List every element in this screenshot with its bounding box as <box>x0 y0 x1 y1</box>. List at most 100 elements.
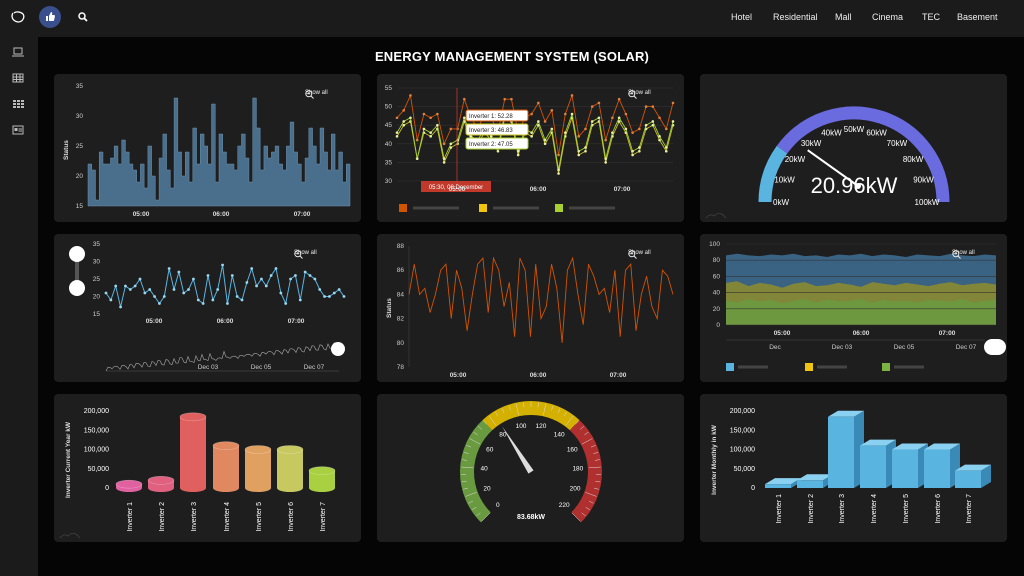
gauge-tick <box>537 402 539 408</box>
laptop-icon[interactable] <box>12 47 24 57</box>
gauge-tick-label: 80 <box>499 431 507 438</box>
x-category-label: Inverter 7 <box>320 502 327 532</box>
gauge-tick <box>595 481 601 483</box>
thumbs-up-icon <box>46 12 55 21</box>
y-tick-label: 25 <box>76 143 84 150</box>
speed-gauge: 0 20 40 60 80 100 120 140 160 180 200 220 83.68kW <box>460 401 602 523</box>
gauge-tick <box>565 415 574 426</box>
bar-3d-top <box>765 478 801 485</box>
zoom-out-icon <box>628 90 637 99</box>
data-point <box>429 116 432 120</box>
page-title: ENERGY MANAGEMENT SYSTEM (SOLAR) <box>374 49 650 64</box>
gauge-tick <box>575 420 579 425</box>
navigator-handle <box>331 342 345 356</box>
gauge-tick <box>588 466 601 469</box>
y-tick-label: 88 <box>397 243 405 250</box>
grid-icon[interactable] <box>12 99 24 109</box>
gauge-tick <box>473 431 478 436</box>
nav-tec[interactable]: TEC <box>922 12 940 22</box>
data-point <box>577 149 581 153</box>
data-point <box>395 116 399 120</box>
gauge-band-high <box>776 106 950 203</box>
stacked-area-series <box>726 299 996 325</box>
y-tick-label: 40 <box>713 290 721 297</box>
data-point <box>328 295 331 298</box>
data-point <box>323 295 326 298</box>
tooltip-box <box>465 123 529 136</box>
x-tick-label: Dec 05 <box>894 344 915 351</box>
nav-cinema[interactable]: Cinema <box>872 12 904 22</box>
y-tick-label: 45 <box>385 122 393 129</box>
data-point <box>436 123 439 127</box>
data-point <box>557 168 560 172</box>
data-point <box>644 123 648 127</box>
status-area-chart: Status 35 30 25 20 15 05:00 06:00 07:00 <box>63 83 351 218</box>
data-point <box>260 277 263 281</box>
nav-hotel[interactable]: Hotel <box>731 12 753 22</box>
data-point <box>415 138 419 142</box>
data-point <box>597 116 601 120</box>
status-series-line <box>408 256 674 343</box>
nav-residential[interactable]: Residential <box>773 12 818 22</box>
show-all-button[interactable]: Show all <box>305 90 328 99</box>
bar-cylinder-body <box>213 445 239 488</box>
zoom-out-icon <box>294 250 303 259</box>
inverter-series-line <box>396 112 674 170</box>
x-category-label: Inverter 7 <box>966 494 973 524</box>
data-point <box>590 105 594 108</box>
gauge-pivot <box>855 183 861 189</box>
x-tick-label: 06:00 <box>213 211 230 218</box>
data-point <box>395 135 399 138</box>
gauge-tick-label: 40kW <box>821 129 842 138</box>
show-all-button[interactable]: Show all <box>628 90 651 99</box>
show-all-button[interactable]: Show all <box>952 250 975 259</box>
legend-swatch <box>805 363 813 371</box>
inverter-month-chart: Inverter Monthly in kW 200,000 150,000 100,… <box>711 408 991 524</box>
y-tick-label: 30 <box>385 178 393 185</box>
gauge-tick-label: 20 <box>483 485 491 492</box>
data-point <box>289 277 292 281</box>
gauge-tick <box>585 506 591 511</box>
credit-mark <box>705 213 727 219</box>
data-point <box>429 135 432 138</box>
y-tick-label: 78 <box>397 364 405 371</box>
x-category-label: Inverter 1 <box>127 502 134 532</box>
thumbs-up-button[interactable] <box>39 6 61 28</box>
show-all-button[interactable]: Show all <box>294 250 317 259</box>
y-tick-label: 200,000 <box>730 408 755 415</box>
gauge-band-low <box>758 145 788 203</box>
gauge-tick <box>461 481 467 483</box>
data-point <box>463 97 466 101</box>
data-point <box>442 142 446 146</box>
gauge-tick-label: 120 <box>536 423 547 430</box>
data-point <box>143 291 147 295</box>
logo-icon[interactable] <box>10 10 26 24</box>
data-point <box>409 116 412 120</box>
data-point <box>530 135 533 138</box>
inverter-year-chart: Inverter Current Year kW 200,000 150,000 10… <box>59 408 336 539</box>
bar-3d-top <box>924 443 960 450</box>
data-point <box>226 302 229 305</box>
data-point <box>128 288 132 291</box>
x-tick-label: 07:00 <box>610 372 627 379</box>
bar-cylinder-top <box>244 445 272 454</box>
x-tick-label: 07:00 <box>614 186 631 193</box>
gauge-tick <box>589 500 594 504</box>
data-point <box>563 112 567 116</box>
range-slider-handle-top <box>69 246 85 262</box>
id-card-icon[interactable] <box>12 125 24 135</box>
bar-3d-top <box>828 410 864 417</box>
y-tick-label: 50,000 <box>734 466 756 473</box>
data-point <box>631 149 634 153</box>
data-point <box>557 153 560 157</box>
nav-basement[interactable]: Basement <box>957 12 998 22</box>
search-icon[interactable] <box>78 12 88 22</box>
table-icon[interactable] <box>12 73 24 83</box>
data-point <box>442 157 446 160</box>
nav-mall[interactable]: Mall <box>835 12 852 22</box>
data-point <box>611 131 614 134</box>
data-point <box>577 153 581 157</box>
show-all-button[interactable]: Show all <box>628 250 651 259</box>
data-point <box>617 116 621 120</box>
